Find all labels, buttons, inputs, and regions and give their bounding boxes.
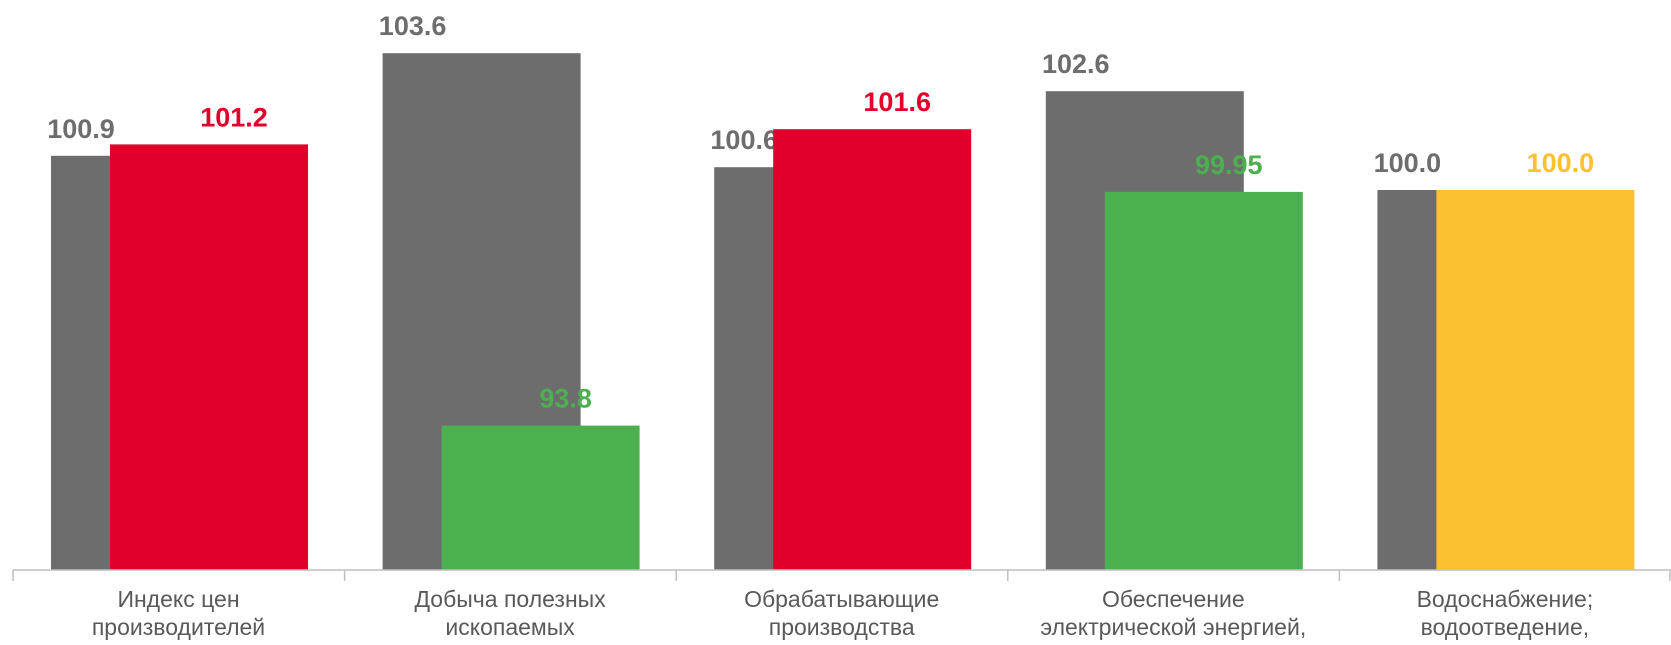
value-label: 99.95: [1195, 150, 1263, 180]
bar: [110, 144, 308, 570]
value-label: 100.6: [710, 125, 778, 155]
bar: [1104, 191, 1303, 570]
x-tick-label: Обрабатывающие производства: [744, 586, 940, 640]
bar: [441, 425, 640, 570]
x-tick-label: Добыча полезных ископаемых: [414, 586, 606, 640]
value-label: 100.0: [1527, 148, 1595, 178]
value-label: 100.0: [1374, 148, 1442, 178]
bar: [1436, 190, 1635, 570]
value-label: 100.9: [47, 114, 115, 144]
x-tick-label: Водоснабжение; водоотведение,: [1416, 586, 1594, 640]
value-label: 101.2: [200, 102, 268, 132]
x-tick-label: Индекс цен производителей: [91, 586, 266, 640]
value-label: 101.6: [863, 87, 931, 117]
value-label: 93.8: [539, 384, 592, 414]
x-tick-label: Обеспечение электрической энергией,: [1040, 586, 1307, 640]
value-label: 102.6: [1042, 49, 1110, 79]
bar: [773, 129, 972, 570]
value-label: 103.6: [379, 11, 447, 41]
